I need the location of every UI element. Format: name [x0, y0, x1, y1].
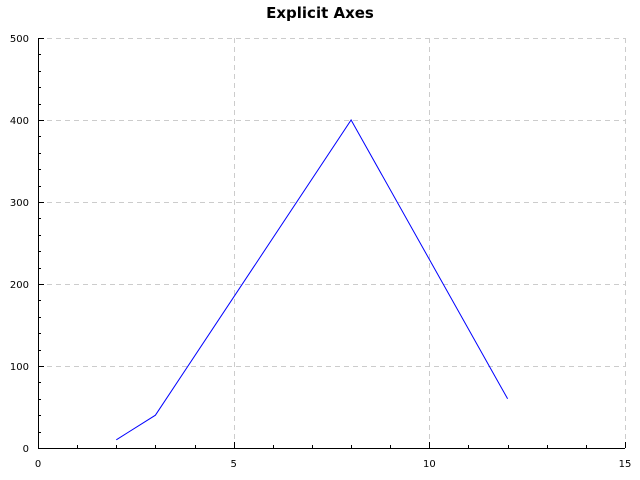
x-tick-label: 5 — [230, 459, 236, 470]
series-line — [116, 119, 509, 441]
x-tick-label: 15 — [619, 459, 632, 470]
series-group — [116, 119, 509, 441]
y-tick-label: 500 — [10, 34, 29, 45]
y-tick-label: 300 — [10, 198, 29, 209]
y-tick-label: 200 — [10, 280, 29, 291]
y-tick-label: 0 — [23, 444, 29, 455]
x-tick-label: 10 — [423, 459, 436, 470]
ticks — [38, 38, 626, 449]
y-tick-label: 400 — [10, 116, 29, 127]
tick-labels: 0 5 10 15 0 100 200 300 400 500 — [10, 34, 631, 470]
axes — [38, 38, 625, 449]
grid-lines — [38, 38, 626, 448]
y-tick-label: 100 — [10, 362, 29, 373]
x-tick-label: 0 — [35, 459, 41, 470]
chart-title: Explicit Axes — [266, 4, 374, 22]
